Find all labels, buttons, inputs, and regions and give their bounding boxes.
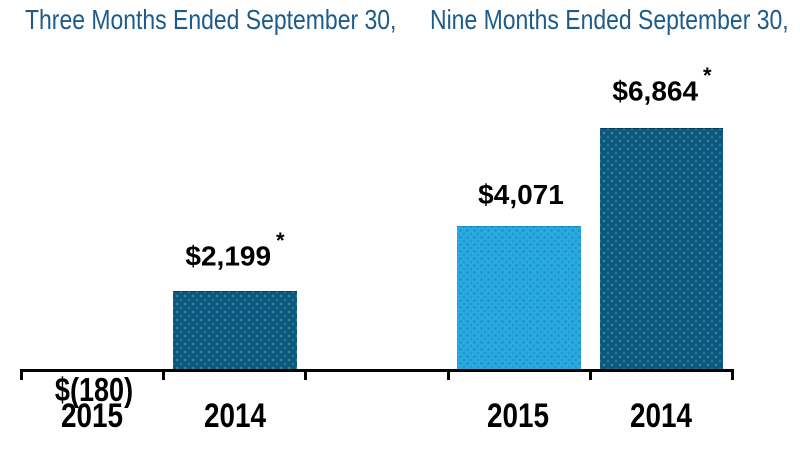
x-label-2015-three-months: 2015: [60, 397, 124, 435]
x-label-2014-nine-months: 2014: [629, 397, 693, 435]
axis-tick: [447, 369, 450, 380]
chart-title-three-months: Three Months Ended September 30,: [25, 4, 397, 35]
footnote-asterisk: *: [276, 228, 285, 253]
axis-tick: [162, 369, 165, 380]
value-label-2015-nine-months: $4,071: [478, 181, 564, 209]
bar-2014-three-months: [173, 291, 297, 369]
value-text: $4,071: [478, 179, 564, 210]
axis-tick: [20, 369, 23, 380]
bar-2015-nine-months: [457, 226, 581, 369]
bar-2014-nine-months: [600, 128, 723, 369]
footnote-asterisk: *: [703, 63, 712, 88]
axis-tick: [304, 369, 307, 380]
x-label-2015-nine-months: 2015: [486, 397, 550, 435]
axis-tick: [731, 369, 734, 380]
chart-title-nine-months: Nine Months Ended September 30,: [430, 4, 789, 35]
x-label-2014-three-months: 2014: [203, 397, 267, 435]
value-label-2014-three-months: $2,199 *: [185, 230, 284, 272]
axis-tick: [589, 369, 592, 380]
negative-value-label-2015-three-months: $(180): [54, 371, 134, 408]
value-text: $6,864: [612, 75, 699, 107]
value-label-2014-nine-months: $6,864 *: [612, 65, 711, 107]
value-text: $2,199: [185, 240, 272, 272]
x-axis-line: [20, 369, 734, 372]
